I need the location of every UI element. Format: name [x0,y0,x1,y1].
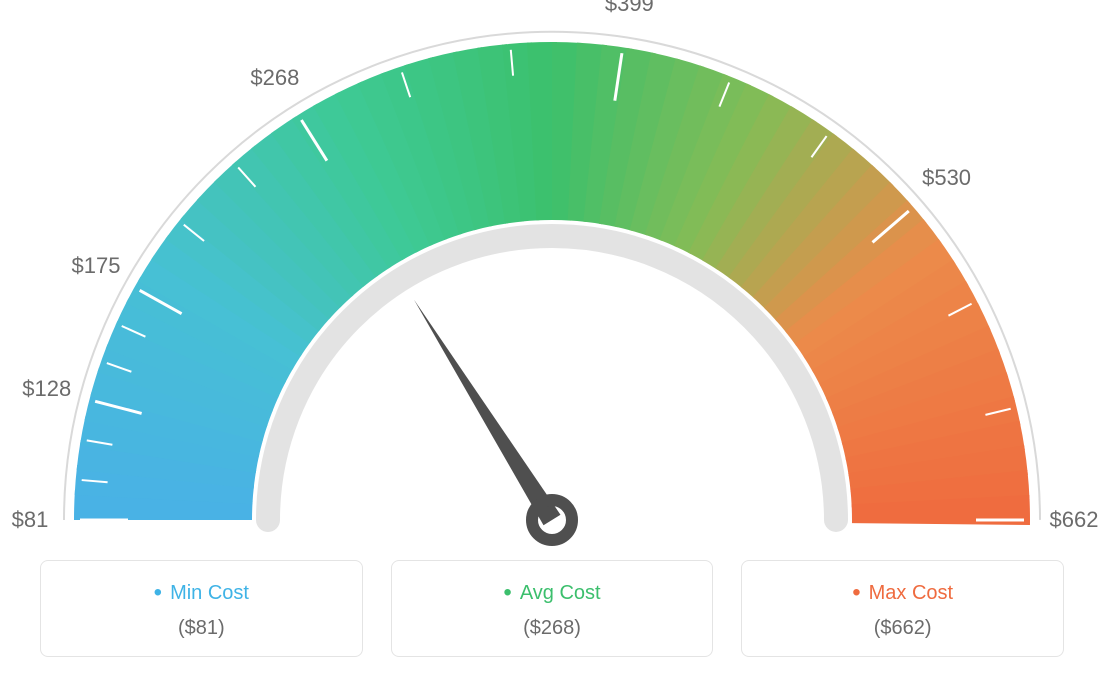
gauge-tick-label: $128 [22,376,71,402]
gauge-tick-label: $530 [922,165,971,191]
legend-row: Min Cost ($81) Avg Cost ($268) Max Cost … [0,560,1104,687]
legend-avg-label: Avg Cost [402,579,703,607]
gauge-svg [0,0,1104,560]
legend-min-label: Min Cost [51,579,352,607]
gauge-tick-label: $268 [250,65,299,91]
legend-min-value: ($81) [51,617,352,640]
gauge-tick-label: $175 [72,253,121,279]
legend-avg-value: ($268) [402,617,703,640]
gauge-tick-label: $81 [12,507,49,533]
gauge-tick-label: $399 [605,0,654,17]
gauge-tick-label: $662 [1050,507,1099,533]
gauge-chart: $81 $128 $175 $268 $399 $530 $662 [0,0,1104,560]
legend-card-max: Max Cost ($662) [741,560,1064,657]
legend-max-value: ($662) [752,617,1053,640]
legend-max-label: Max Cost [752,579,1053,607]
legend-card-min: Min Cost ($81) [40,560,363,657]
legend-card-avg: Avg Cost ($268) [391,560,714,657]
